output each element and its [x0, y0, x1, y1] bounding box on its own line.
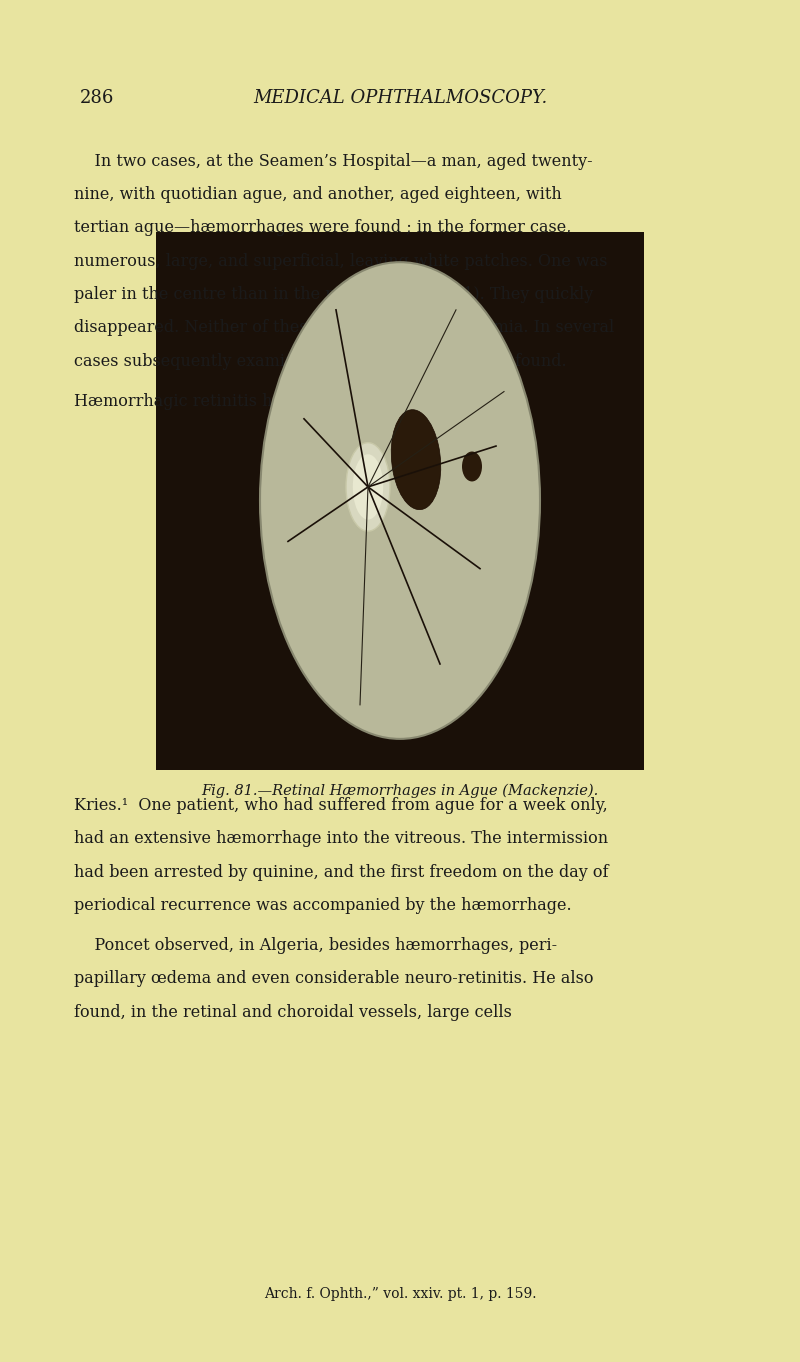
Text: papillary œdema and even considerable neuro-retinitis. He also: papillary œdema and even considerable ne…: [74, 971, 593, 987]
Text: paler in the centre than in the periphery (Fig. 81). They quickly: paler in the centre than in the peripher…: [74, 286, 593, 302]
Text: Fig. 81.—Retinal Hæmorrhages in Ague (Mackenzie).: Fig. 81.—Retinal Hæmorrhages in Ague (Ma…: [202, 783, 598, 798]
Ellipse shape: [391, 410, 441, 509]
Text: disappeared. Neither of these patients had melanæmia. In several: disappeared. Neither of these patients h…: [74, 319, 614, 336]
Text: Poncet observed, in Algeria, besides hæmorrhages, peri-: Poncet observed, in Algeria, besides hæm…: [74, 937, 557, 953]
Text: MEDICAL OPHTHALMOSCOPY.: MEDICAL OPHTHALMOSCOPY.: [253, 89, 547, 106]
Text: numerous, large, and superficial, leaving white patches. One was: numerous, large, and superficial, leavin…: [74, 252, 607, 270]
Text: Kries.¹  One patient, who had suffered from ague for a week only,: Kries.¹ One patient, who had suffered fr…: [74, 797, 607, 813]
Ellipse shape: [462, 451, 482, 481]
Text: Arch. f. Ophth.,” vol. xxiv. pt. 1, p. 159.: Arch. f. Ophth.,” vol. xxiv. pt. 1, p. 1…: [264, 1287, 536, 1301]
Text: tertian ague—hæmorrhages were found ; in the former case,: tertian ague—hæmorrhages were found ; in…: [74, 219, 571, 236]
Ellipse shape: [346, 443, 390, 531]
Text: In two cases, at the Seamen’s Hospital—a man, aged twenty-: In two cases, at the Seamen’s Hospital—a…: [74, 153, 592, 169]
Text: nine, with quotidian ague, and another, aged eighteen, with: nine, with quotidian ague, and another, …: [74, 187, 562, 203]
Ellipse shape: [353, 454, 383, 519]
Text: found, in the retinal and choroidal vessels, large cells: found, in the retinal and choroidal vess…: [74, 1004, 511, 1020]
Text: cases subsequently examined, no hæmorrhages were found.: cases subsequently examined, no hæmorrha…: [74, 353, 566, 369]
Text: periodical recurrence was accompanied by the hæmorrhage.: periodical recurrence was accompanied by…: [74, 898, 571, 914]
Text: had an extensive hæmorrhage into the vitreous. The intermission: had an extensive hæmorrhage into the vit…: [74, 831, 608, 847]
Text: 286: 286: [80, 89, 114, 106]
Text: had been arrested by quinine, and the first freedom on the day of: had been arrested by quinine, and the fi…: [74, 864, 608, 880]
Circle shape: [260, 262, 540, 738]
Text: Hæmorrhagic retinitis has also been met with by von: Hæmorrhagic retinitis has also been met …: [74, 392, 508, 410]
Bar: [156, 232, 644, 770]
